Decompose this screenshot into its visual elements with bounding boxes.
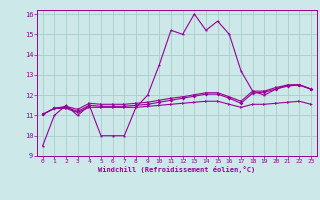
X-axis label: Windchill (Refroidissement éolien,°C): Windchill (Refroidissement éolien,°C) <box>98 166 255 173</box>
